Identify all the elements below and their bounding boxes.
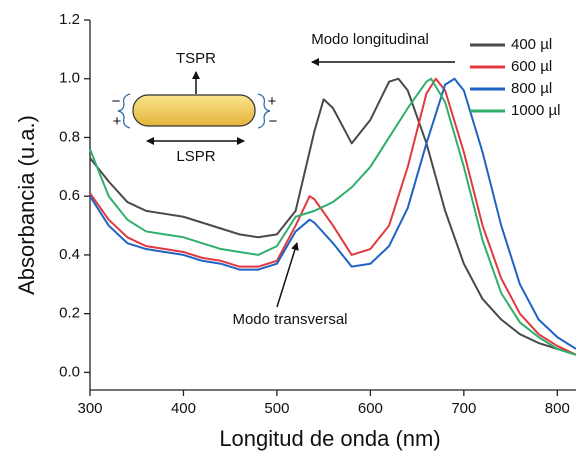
y-tick-label: 0.4 <box>59 246 80 263</box>
legend-label: 400 µl <box>511 36 552 53</box>
x-tick-label: 400 <box>171 400 196 417</box>
x-axis-title: Longitud de onda (nm) <box>219 426 440 451</box>
series-line <box>89 77 576 356</box>
series-line <box>89 77 576 356</box>
x-tick-label: 800 <box>545 400 570 417</box>
annotation: Modo longitudinal <box>311 31 429 48</box>
annotation: TSPR <box>176 50 216 67</box>
x-tick-label: 600 <box>358 400 383 417</box>
nanorod <box>132 94 256 127</box>
legend-label: 600 µl <box>511 58 552 75</box>
legend-label: 800 µl <box>511 80 552 97</box>
brace <box>117 93 131 129</box>
sign: − <box>112 93 121 110</box>
sign: − <box>269 113 278 130</box>
annotation: LSPR <box>176 148 215 165</box>
y-tick-label: 1.2 <box>59 11 80 28</box>
y-axis-title: Absorbancia (u.a.) <box>14 115 39 295</box>
y-tick-label: 1.0 <box>59 70 80 87</box>
x-tick-label: 300 <box>77 400 102 417</box>
arrow <box>276 242 299 308</box>
x-tick-label: 500 <box>264 400 289 417</box>
sign: + <box>268 93 277 110</box>
y-tick-label: 0.6 <box>59 187 80 204</box>
brace <box>257 93 271 129</box>
y-tick-label: 0.2 <box>59 305 80 322</box>
series-line <box>89 77 576 350</box>
y-tick-label: 0.0 <box>59 363 80 380</box>
legend-label: 1000 µl <box>511 102 561 119</box>
series-line <box>89 77 576 356</box>
x-tick-label: 700 <box>451 400 476 417</box>
annotation: Modo transversal <box>232 311 347 328</box>
sign: + <box>113 113 122 130</box>
y-tick-label: 0.8 <box>59 128 80 145</box>
